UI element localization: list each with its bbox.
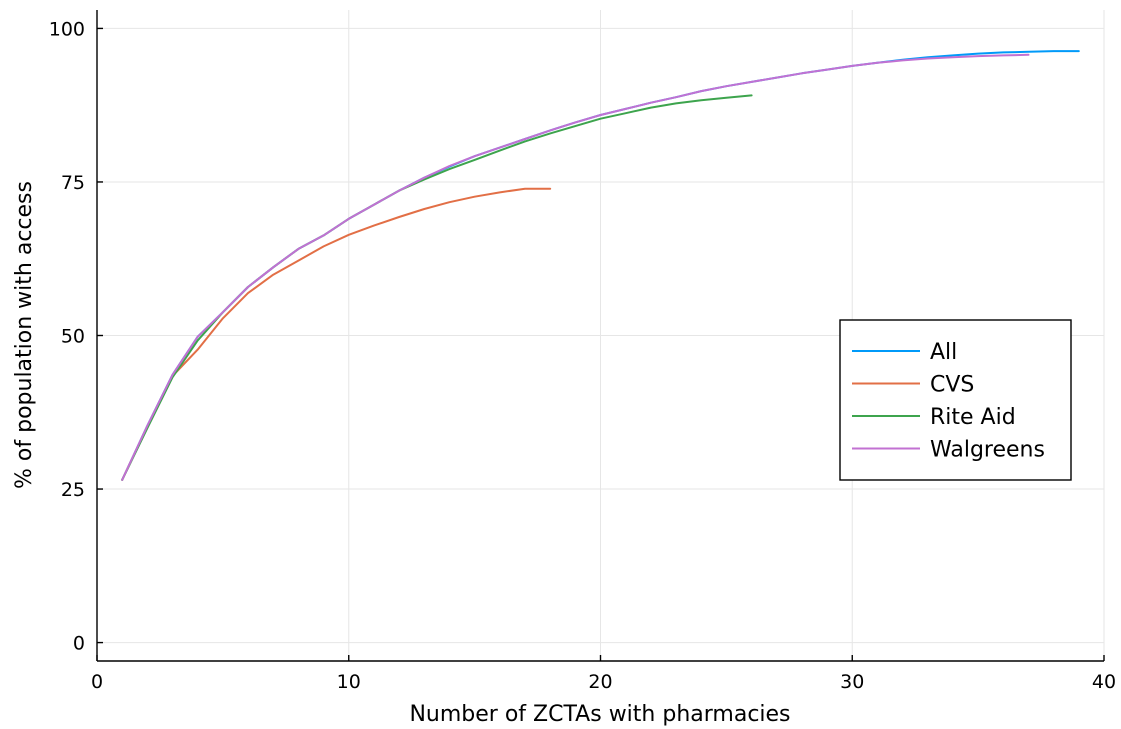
tick-labels: 0 10 20 30 40 0 25 50 75 100 — [49, 18, 1116, 693]
y-tick-label: 25 — [61, 479, 85, 501]
y-tick-label: 75 — [61, 172, 85, 194]
x-tick-label: 30 — [840, 671, 864, 693]
plot-series — [121, 50, 1080, 481]
y-tick-label: 0 — [73, 633, 85, 655]
legend-label-cvs: CVS — [930, 373, 974, 398]
series-line-walgreens — [121, 53, 1030, 481]
axes — [96, 10, 1105, 662]
y-tick-label: 50 — [61, 326, 85, 348]
legend-label-all: All — [930, 340, 957, 365]
legend-box — [839, 319, 1072, 481]
y-tick-label: 100 — [49, 18, 85, 40]
legend: All CVS Rite Aid Walgreens — [839, 319, 1072, 481]
legend-label-walgreens: Walgreens — [930, 438, 1045, 463]
series-line-rite-aid — [121, 94, 753, 481]
x-tick-label: 40 — [1092, 671, 1116, 693]
y-axis-label: % of population with access — [12, 181, 37, 489]
grid-lines — [96, 10, 1105, 661]
x-tick-label: 10 — [337, 671, 361, 693]
legend-label-rite-aid: Rite Aid — [930, 405, 1016, 430]
x-axis-label: Number of ZCTAs with pharmacies — [409, 702, 790, 727]
series-line-cvs — [121, 187, 552, 481]
x-tick-label: 20 — [588, 671, 612, 693]
x-tick-label: 0 — [91, 671, 103, 693]
